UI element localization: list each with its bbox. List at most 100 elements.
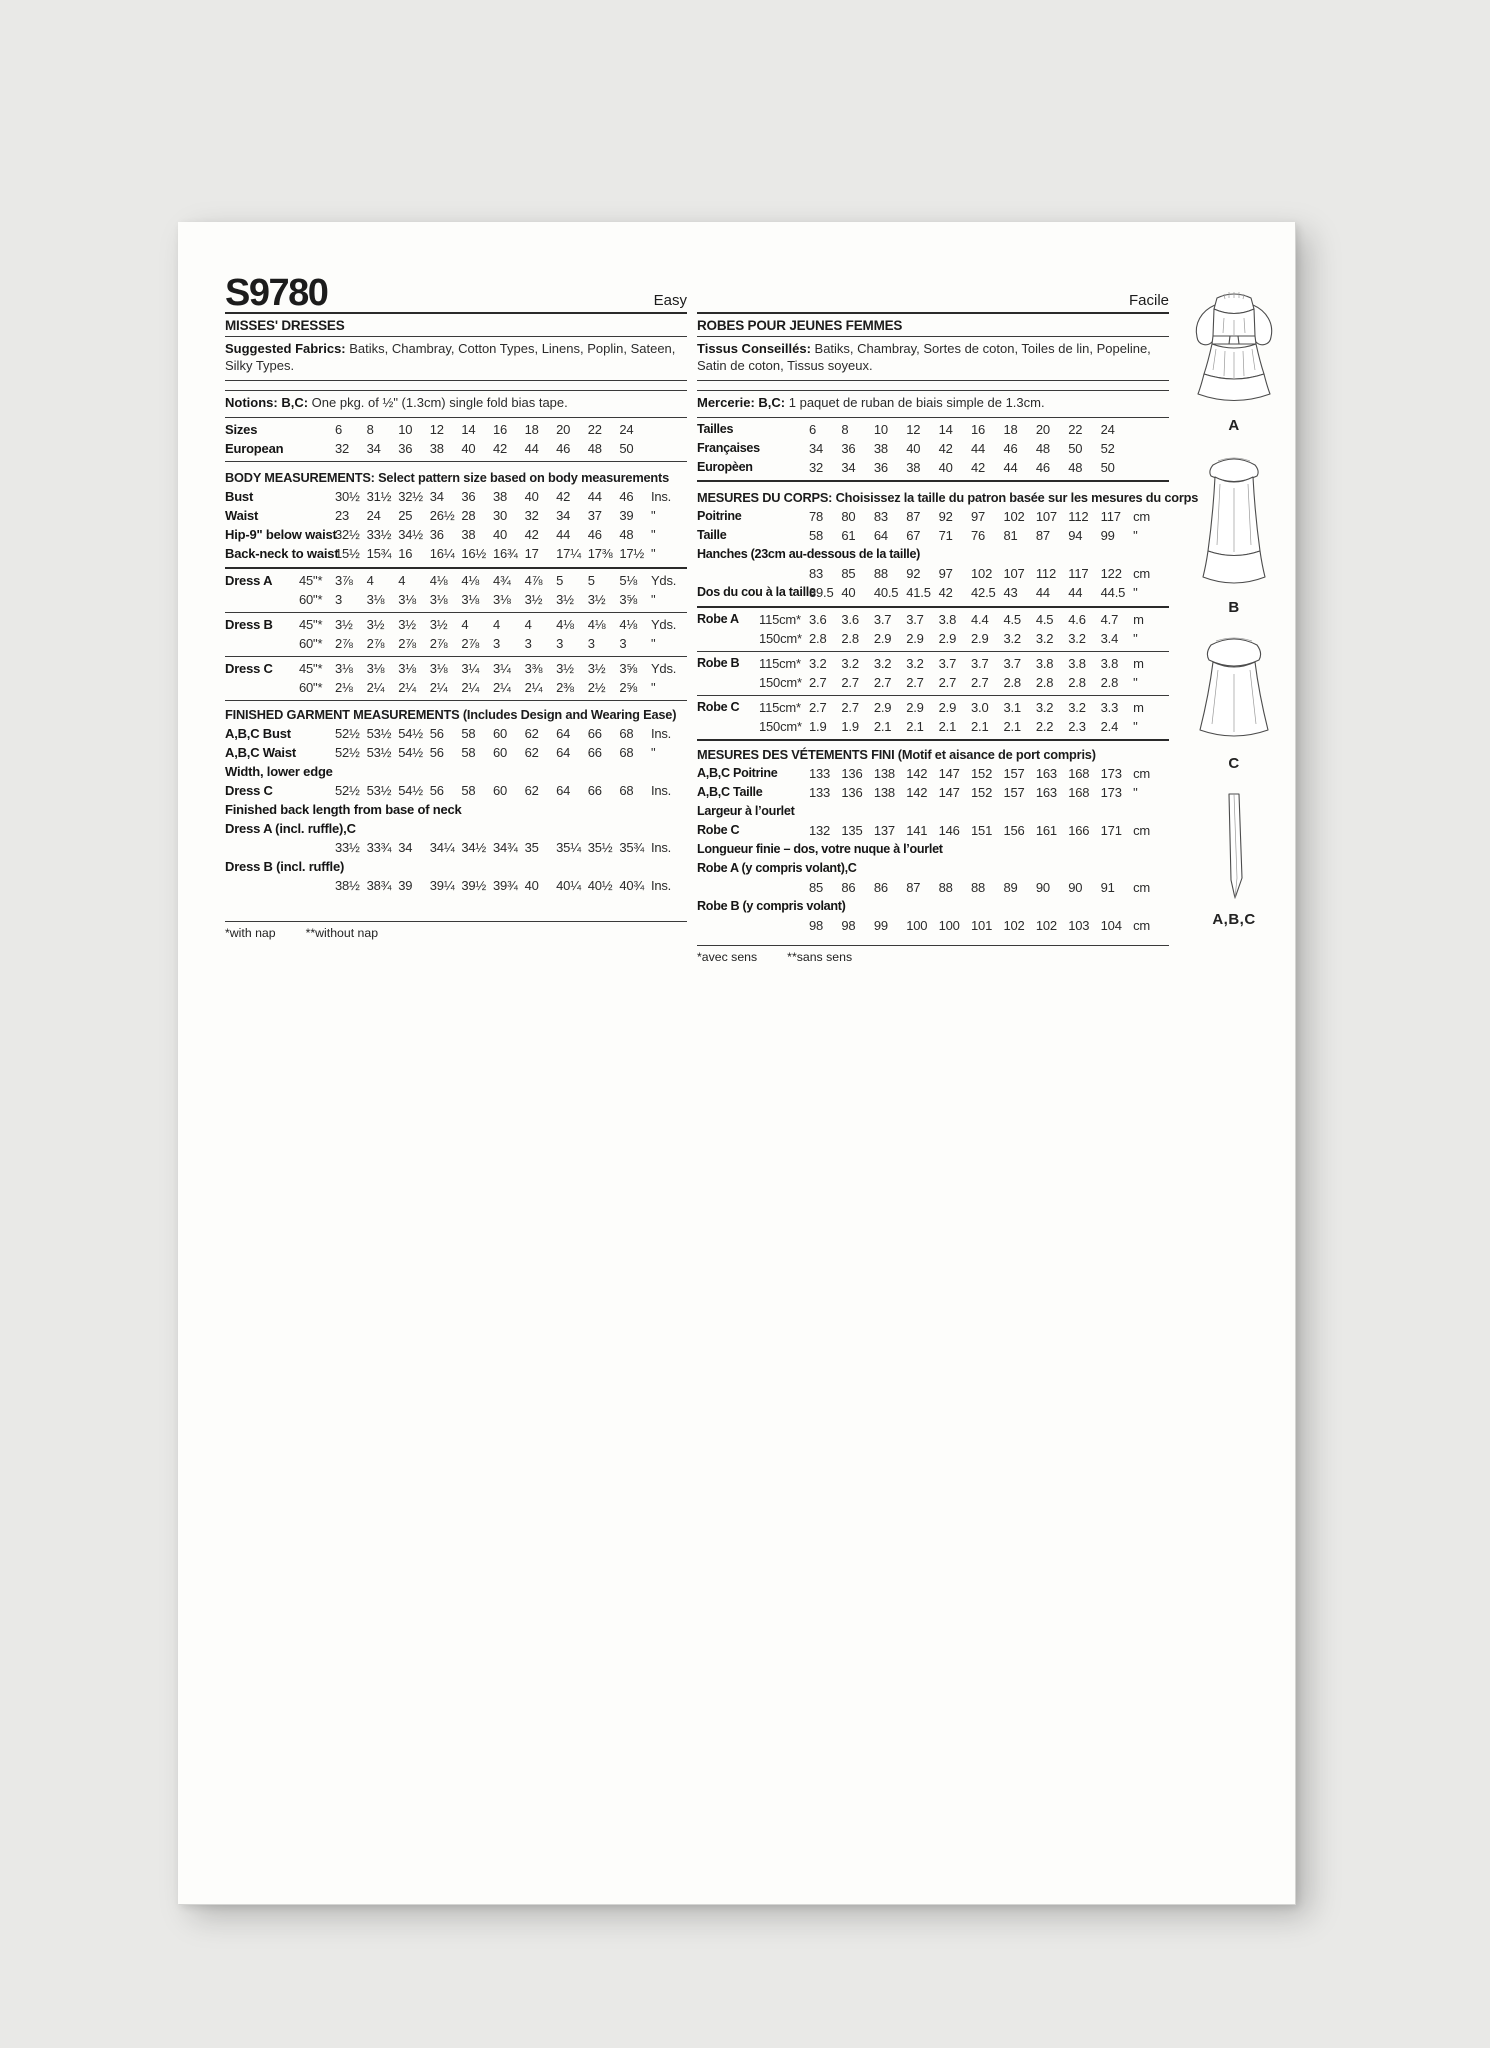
unit-label: Ins. xyxy=(650,725,672,741)
cell-value: 2.1 xyxy=(906,718,924,734)
cell-value: 2.9 xyxy=(906,699,924,715)
cell-value: 24 xyxy=(366,507,381,523)
cell-value: 4¾ xyxy=(492,572,511,588)
cell-value: 22 xyxy=(1068,421,1083,437)
cell-value: 3½ xyxy=(366,616,385,632)
cell-value: 3 xyxy=(492,635,500,651)
cell-value: 2¼ xyxy=(366,679,385,695)
unit-label: m xyxy=(1133,699,1144,715)
table-row: 38½ 38¾ 39 39¼ 39½ 39¾ 40 40¼ 40½ 40¾ Ins. xyxy=(225,876,687,895)
cell-value: 26½ xyxy=(429,507,455,523)
row-label xyxy=(225,634,299,653)
cell-value: 37 xyxy=(587,507,602,523)
cell-value: 24 xyxy=(1100,421,1115,437)
table-row: 60"* 2⅛ 2¼ 2¼ 2¼ 2¼ 2¼ 2¼ 2⅜ 2½ 2⅝ " xyxy=(225,678,687,697)
fabric-width-label: 115cm* xyxy=(759,655,801,671)
row-label xyxy=(697,878,809,897)
cell-value: 117 xyxy=(1100,508,1121,524)
cell-value: 28 xyxy=(461,507,476,523)
table-row: Back-neck to waist 15½ 15¾ 16 16¼ 16½ 16¾ 17 17¼… xyxy=(225,544,687,563)
cell-value: 3⅛ xyxy=(429,660,448,676)
cell-value: 97 xyxy=(938,565,953,581)
row-label xyxy=(225,590,299,609)
cell-value: 168 xyxy=(1068,765,1090,781)
cell-value: 92 xyxy=(938,508,953,524)
cell-value: 2¼ xyxy=(524,679,543,695)
unit-label: cm xyxy=(1133,822,1150,838)
cell-value: 2.1 xyxy=(1003,718,1021,734)
views-rail: A B xyxy=(1175,262,1293,964)
table-row: A,B,C Taille 133 136 138 142 147 152 157 163 168 1… xyxy=(697,783,1169,802)
cell-value: 3⅛ xyxy=(366,591,385,607)
row-label: A,B,C Poitrine xyxy=(697,765,778,780)
cell-value: 53½ xyxy=(366,725,392,741)
cell-value: 163 xyxy=(1035,784,1057,800)
cell-value: 3.8 xyxy=(1035,655,1054,671)
table-row: Robe B 115cm* 3.2 3.2 3.2 3.2 3.7 3.7 3.7 3.8 3.8 3… xyxy=(697,654,1169,673)
cell-value: 122 xyxy=(1100,565,1122,581)
cell-value: 38 xyxy=(461,526,476,542)
cell-value: 2.8 xyxy=(1003,674,1021,690)
cell-value: 2.9 xyxy=(873,630,892,646)
table-row: 150cm* 1.9 1.9 2.1 2.1 2.1 2.1 2.1 2.2 2.3 2.4 " xyxy=(697,717,1169,736)
cell-value: 3 xyxy=(335,591,343,607)
cell-value: 3.7 xyxy=(906,611,924,627)
cell-value: 66 xyxy=(587,725,602,741)
cell-value: 3.1 xyxy=(1003,699,1021,715)
cell-value: 38½ xyxy=(335,877,360,893)
cell-value: 64 xyxy=(556,725,571,741)
cell-value: 34¼ xyxy=(429,839,455,855)
cell-value: 8 xyxy=(841,421,849,437)
tissus-conseilles: Tissus Conseillés: Batiks, Chambray, Sor… xyxy=(697,337,1169,381)
cell-value: 32 xyxy=(524,507,539,523)
cell-value: 18 xyxy=(1003,421,1018,437)
cell-value: 2.9 xyxy=(938,630,957,646)
cell-value: 35½ xyxy=(587,839,613,855)
cell-value: 117 xyxy=(1068,565,1089,581)
cell-value: 40.5 xyxy=(873,584,899,600)
cell-value: 132 xyxy=(809,822,831,838)
unit-label xyxy=(651,420,687,439)
cell-value: 46 xyxy=(1035,459,1050,475)
table-row: Dress A 45"* 3⅞ 4 4 4⅛ 4⅛ 4¾ 4⅞ 5 5 5⅛ Yds. xyxy=(225,571,687,590)
cell-value: 42 xyxy=(938,584,953,600)
table-row: Waist 23 24 25 26½ 28 30 32 34 37 39 " xyxy=(225,506,687,525)
cell-value: 40 xyxy=(524,877,539,893)
cell-value: 2.9 xyxy=(971,630,989,646)
cell-value: 2.7 xyxy=(938,674,957,690)
cell-value: 171 xyxy=(1100,822,1122,838)
cell-value: 35¾ xyxy=(619,839,645,855)
cell-value: 4⅛ xyxy=(461,572,480,588)
cell-value: 39¼ xyxy=(429,877,455,893)
cell-value: 67 xyxy=(906,527,921,543)
finished-rows-en: A,B,C Bust 52½ 53½ 54½ 56 58 60 62 64 66 68 Ins. A,B… xyxy=(225,724,687,895)
table-row: Europèen 32 34 36 38 40 42 44 46 48 50 xyxy=(697,458,1169,477)
row-label: Robe A (y compris volant),C xyxy=(697,860,857,875)
cell-value: 22 xyxy=(587,421,602,437)
unit-label: cm xyxy=(1133,765,1150,781)
cell-value: 3 xyxy=(556,635,564,651)
cell-value: 101 xyxy=(971,917,993,933)
cell-value: 2⅛ xyxy=(335,679,353,695)
cell-value: 38 xyxy=(492,488,508,504)
cell-value: 10 xyxy=(873,421,888,437)
unit-label: cm xyxy=(1133,917,1150,933)
fabrics-label: Suggested Fabrics: xyxy=(225,341,346,356)
cell-value: 3½ xyxy=(398,616,416,632)
tissus-label: Tissus Conseillés: xyxy=(697,341,811,356)
cell-value: 3.2 xyxy=(809,655,827,671)
english-column: S9780 Easy MISSES' DRESSES Suggested Fab… xyxy=(225,262,687,964)
cell-value: 34 xyxy=(809,440,824,456)
cell-value: 68 xyxy=(619,744,634,760)
row-label: Hip-9" below waist xyxy=(225,526,337,542)
body-measurements-rows-en: Bust 30½ 31½ 32½ 34 36 38 40 42 44 46 Ins. Waist 23 24… xyxy=(225,487,687,563)
cell-value: 3½ xyxy=(587,591,606,607)
cell-value: 16¾ xyxy=(492,545,518,561)
unit-label: " xyxy=(650,591,656,607)
table-row: Dress B (incl. ruffle) xyxy=(225,857,687,876)
cell-value: 32 xyxy=(335,440,350,456)
finished-measurements-fr: MESURES DES VÉTEMENTS FINI (Motif et ais… xyxy=(697,743,1169,935)
cell-value: 3.6 xyxy=(809,611,827,627)
row-label: Finished back length from base of neck xyxy=(225,801,462,817)
cell-value: 3.2 xyxy=(873,655,892,671)
